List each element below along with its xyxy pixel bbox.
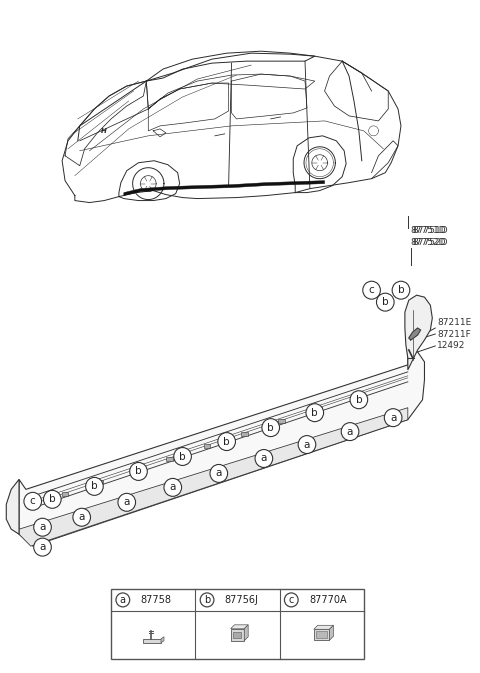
Text: b: b: [179, 452, 186, 462]
Text: b: b: [382, 297, 389, 307]
Text: b: b: [135, 466, 142, 476]
Circle shape: [376, 293, 394, 311]
Bar: [241, 431, 248, 435]
Text: c: c: [369, 285, 374, 295]
Polygon shape: [124, 180, 324, 196]
Polygon shape: [161, 637, 164, 643]
Polygon shape: [244, 625, 248, 641]
Text: b: b: [223, 437, 230, 447]
Text: a: a: [261, 454, 267, 464]
Text: c: c: [30, 496, 36, 506]
Text: a: a: [123, 497, 130, 507]
Text: 87756J: 87756J: [225, 595, 259, 605]
Circle shape: [255, 450, 273, 468]
Circle shape: [118, 493, 135, 511]
Polygon shape: [405, 295, 432, 370]
Polygon shape: [409, 328, 420, 340]
Text: a: a: [216, 468, 222, 479]
Circle shape: [262, 419, 279, 437]
Bar: [230, 629, 244, 641]
Circle shape: [73, 508, 91, 526]
Circle shape: [164, 479, 181, 497]
Polygon shape: [144, 639, 161, 643]
Polygon shape: [19, 350, 424, 546]
Text: b: b: [204, 595, 210, 605]
Text: a: a: [304, 439, 310, 450]
Circle shape: [85, 477, 103, 495]
Bar: [278, 419, 285, 423]
Circle shape: [34, 518, 51, 536]
Text: b: b: [267, 423, 274, 433]
Text: 87751D: 87751D: [413, 226, 448, 235]
Bar: [352, 394, 360, 398]
Circle shape: [392, 281, 410, 299]
Text: 12492: 12492: [437, 341, 466, 351]
Text: b: b: [356, 395, 362, 404]
Text: 87758: 87758: [141, 595, 171, 605]
Bar: [167, 456, 173, 460]
Text: c: c: [288, 595, 294, 605]
Bar: [111, 589, 364, 659]
Bar: [61, 492, 69, 495]
Text: b: b: [397, 285, 404, 295]
Circle shape: [44, 491, 61, 508]
Text: a: a: [39, 542, 46, 552]
Circle shape: [341, 423, 359, 441]
Text: a: a: [169, 483, 176, 493]
Circle shape: [306, 404, 324, 422]
Text: a: a: [39, 522, 46, 532]
Circle shape: [24, 493, 42, 510]
Text: 87752D: 87752D: [413, 238, 448, 247]
Text: 87751D: 87751D: [411, 226, 446, 235]
Bar: [314, 629, 329, 640]
Text: 87211F: 87211F: [437, 330, 471, 339]
Circle shape: [218, 433, 236, 450]
Text: a: a: [120, 595, 126, 605]
Polygon shape: [6, 479, 19, 534]
Text: H: H: [101, 128, 107, 134]
Bar: [315, 406, 322, 411]
Bar: [316, 631, 326, 638]
Circle shape: [130, 462, 147, 481]
Circle shape: [210, 464, 228, 483]
Bar: [96, 480, 103, 484]
Bar: [233, 632, 241, 638]
Circle shape: [174, 448, 192, 466]
Polygon shape: [329, 625, 334, 640]
Bar: [130, 468, 137, 472]
Text: a: a: [79, 512, 85, 522]
Circle shape: [350, 391, 368, 409]
Circle shape: [384, 409, 402, 427]
Text: a: a: [347, 427, 353, 437]
Circle shape: [363, 281, 381, 299]
Circle shape: [298, 435, 316, 454]
Text: a: a: [390, 413, 396, 423]
Text: 87752D: 87752D: [411, 238, 446, 247]
Polygon shape: [19, 408, 408, 546]
Text: b: b: [312, 408, 318, 418]
Text: 87770A: 87770A: [309, 595, 347, 605]
Bar: [204, 444, 211, 448]
Polygon shape: [314, 625, 334, 629]
Text: b: b: [91, 481, 98, 491]
Circle shape: [34, 538, 51, 556]
Text: b: b: [49, 495, 56, 504]
Polygon shape: [230, 625, 248, 629]
Text: 87211E: 87211E: [437, 318, 471, 326]
